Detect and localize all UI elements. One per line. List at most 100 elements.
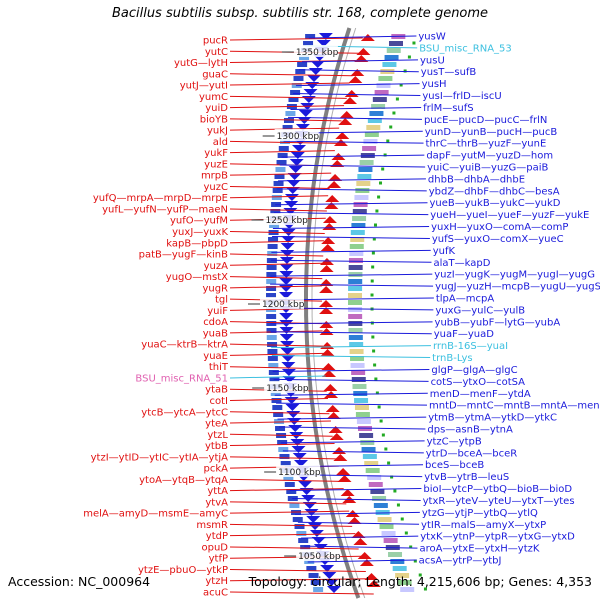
right-strand-feature: [306, 516, 321, 523]
right-strand-block: [286, 489, 297, 494]
right-strand-feature: [281, 369, 296, 376]
feature-marker: [409, 545, 413, 549]
left-gene-label: yteA: [205, 419, 228, 430]
left-strand-feature: [321, 363, 336, 370]
left-strand-feature: [328, 174, 343, 181]
left-gene-leader: [229, 118, 342, 122]
left-gene-label: yuzC: [204, 182, 229, 193]
left-gene-leader: [229, 488, 344, 492]
feature-marker: [375, 209, 379, 213]
inner-ring: [311, 27, 366, 599]
right-strand-block: [278, 146, 289, 151]
left-gene-leader: [229, 366, 325, 370]
feature-block: [348, 286, 363, 291]
right-strand-block: [278, 447, 289, 452]
right-strand-feature: [288, 425, 303, 432]
right-gene-leader: [292, 497, 421, 501]
right-strand-block: [266, 328, 277, 333]
left-gene-leader: [229, 343, 324, 347]
right-strand-block: [294, 524, 305, 529]
feature-marker: [413, 559, 417, 563]
right-strand-block: [297, 62, 308, 67]
left-gene-label: kapB—pbpD: [166, 238, 228, 249]
right-strand-feature: [279, 292, 294, 299]
right-strand-block: [273, 181, 284, 186]
right-strand-block: [275, 426, 286, 431]
right-gene-label: dps—asnB—ytnA: [427, 425, 513, 436]
left-gene-label: yuxJ—yuxK: [172, 227, 228, 238]
feature-block: [364, 461, 379, 466]
feature-block: [365, 468, 380, 473]
right-gene-label: thrC—thrB—yuzF—yunE: [426, 139, 547, 150]
kbp-tick-label: 1100 kbp: [278, 468, 321, 478]
feature-block: [354, 195, 369, 200]
feature-block: [361, 447, 376, 452]
left-strand-feature: [344, 90, 359, 97]
right-strand-feature: [308, 523, 323, 530]
left-gene-leader: [229, 105, 345, 109]
right-strand-feature: [292, 145, 307, 152]
feature-block: [348, 321, 363, 326]
left-strand-feature: [348, 76, 363, 83]
right-gene-leader: [281, 154, 425, 158]
right-strand-feature: [286, 180, 301, 187]
right-strand-feature: [279, 271, 294, 278]
feature-marker: [373, 223, 377, 227]
left-strand-feature: [360, 34, 375, 41]
right-gene-label: glgP—glgA—glgC: [431, 365, 517, 376]
left-gene-label: yukF: [204, 148, 228, 159]
right-strand-block: [266, 265, 277, 270]
feature-marker: [392, 111, 396, 115]
right-gene-label: dapF—yutM—yuzD—hom: [426, 151, 553, 162]
left-gene-label: yutG—lytH: [174, 58, 228, 69]
feature-block: [358, 167, 373, 172]
kbp-tick-label: 1150 kbp: [266, 384, 309, 394]
feature-block: [362, 454, 377, 459]
right-gene-label: yusH: [422, 79, 447, 90]
right-strand-block: [276, 160, 287, 165]
right-strand-feature: [318, 33, 333, 40]
right-strand-block: [267, 356, 278, 361]
right-strand-block: [289, 503, 300, 508]
feature-block: [350, 230, 365, 235]
right-gene-leader: [271, 345, 431, 349]
feature-block: [348, 279, 363, 284]
right-gene-leader: [272, 226, 430, 230]
right-gene-label: ytxR—yteV—yteU—ytxT—ytes: [423, 496, 575, 507]
right-strand-block: [277, 153, 288, 158]
left-gene-leader: [229, 456, 337, 460]
right-gene-leader: [272, 235, 430, 239]
left-strand-feature: [333, 454, 348, 461]
right-gene-label: ytmB—ytmA—ytkD—ytkC: [428, 413, 557, 424]
kbp-label-bg: [276, 465, 321, 477]
left-gene-label: msmR: [196, 520, 228, 531]
feature-marker: [370, 279, 374, 283]
right-gene-label: ytIR—malS—amyX—ytxP: [421, 520, 546, 531]
left-gene-label: yuiD: [205, 103, 228, 114]
left-gene-leader: [229, 285, 323, 289]
right-gene-leader: [273, 378, 429, 382]
left-strand-feature: [320, 342, 335, 349]
right-gene-label: yusU: [420, 55, 445, 66]
right-strand-feature: [279, 278, 294, 285]
right-strand-block: [305, 34, 316, 39]
right-strand-block: [275, 167, 286, 172]
right-gene-label: yueB—yukB—yukC—yukD: [430, 198, 561, 209]
feature-block: [364, 132, 379, 137]
feature-block: [360, 440, 375, 445]
right-gene-leader: [295, 83, 420, 87]
right-gene-label: yueH—yueI—yueF—yuzF—yukE: [430, 210, 589, 221]
left-gene-leader: [229, 140, 337, 144]
right-strand-block: [298, 538, 309, 543]
right-gene-label: mntD—mntC—mntB—mntA—menC: [429, 401, 600, 412]
left-gene-leader: [229, 501, 347, 505]
kbp-label-bg: [263, 213, 308, 225]
feature-block: [395, 573, 410, 578]
kbp-label-bg: [296, 549, 341, 561]
feature-block: [348, 307, 363, 312]
right-strand-block: [272, 188, 283, 193]
feature-block: [352, 384, 367, 389]
right-strand-feature: [279, 334, 294, 341]
right-strand-feature: [313, 544, 328, 551]
left-strand-feature: [339, 111, 354, 118]
